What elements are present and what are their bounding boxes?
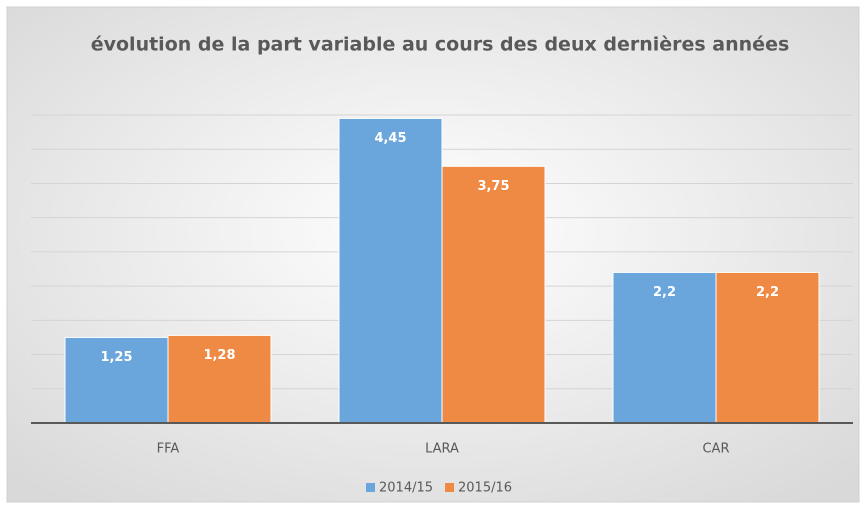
bar xyxy=(338,117,443,424)
data-label: 4,45 xyxy=(374,131,406,146)
data-label: 2,2 xyxy=(756,285,779,300)
bar xyxy=(612,271,717,424)
data-label: 1,28 xyxy=(203,348,235,363)
data-label: 1,25 xyxy=(100,350,132,365)
legend-label: 2014/15 xyxy=(379,481,433,496)
chart-title: évolution de la part variable au cours d… xyxy=(91,34,790,56)
legend-swatch xyxy=(445,483,455,492)
legend-label: 2015/16 xyxy=(458,481,512,496)
legend-swatch xyxy=(366,483,375,492)
x-tick-label: CAR xyxy=(702,442,729,457)
bar xyxy=(715,271,820,424)
x-tick-label: LARA xyxy=(425,442,459,457)
data-label: 3,75 xyxy=(477,179,509,194)
x-tick-label: FFA xyxy=(157,442,180,457)
bar xyxy=(64,336,169,424)
data-label: 2,2 xyxy=(653,285,676,300)
bar xyxy=(441,165,546,424)
